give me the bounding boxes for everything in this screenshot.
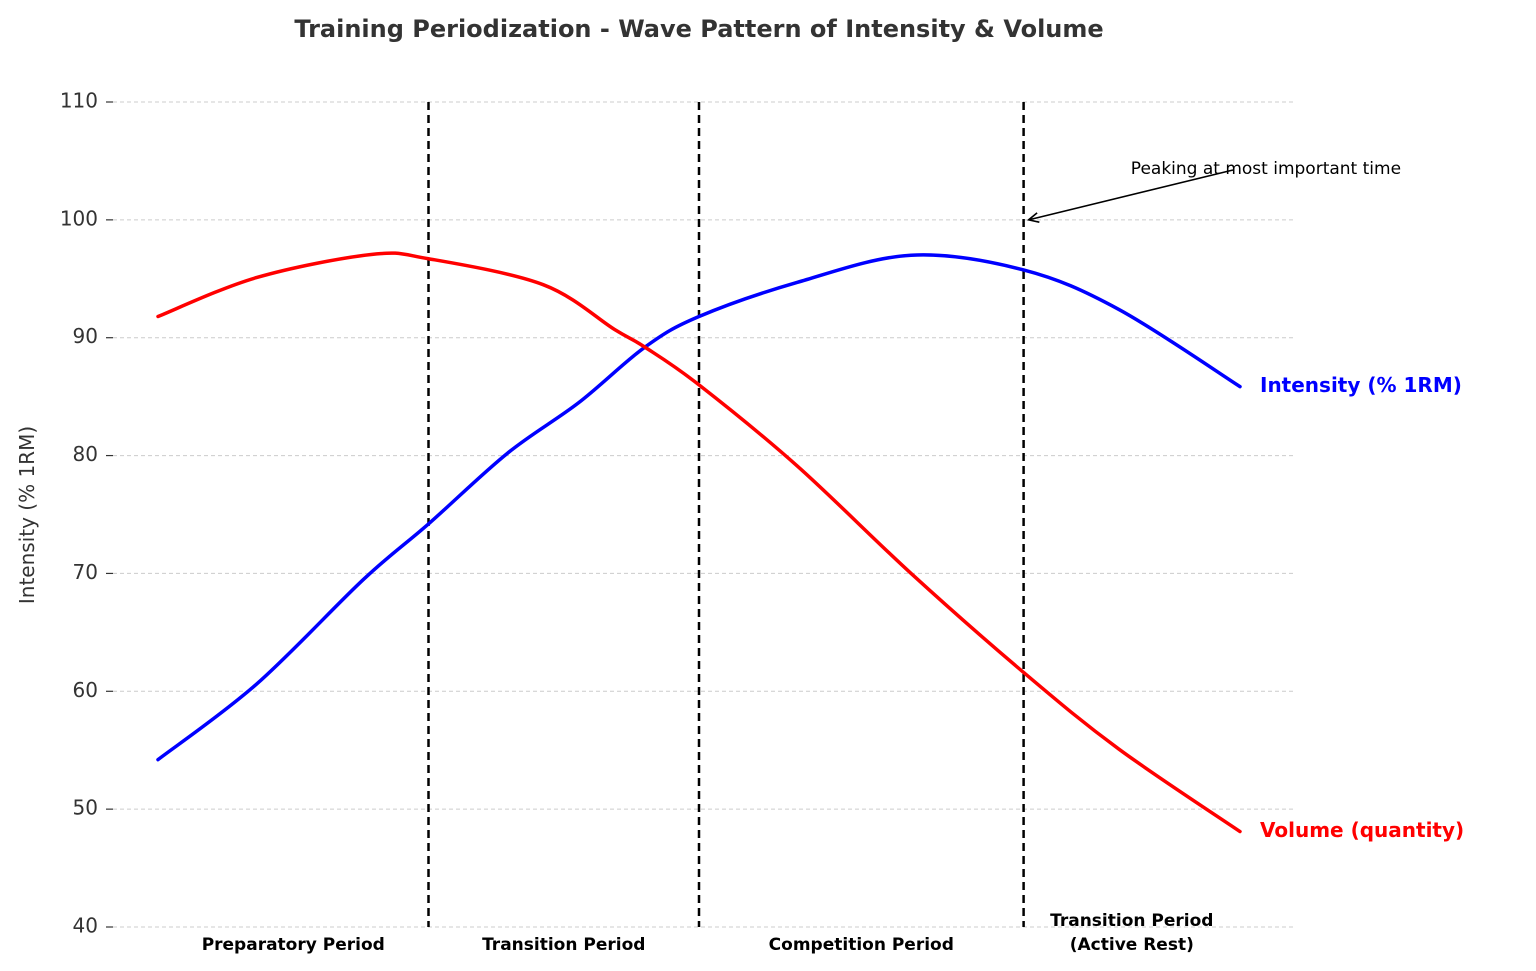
annotation-arrow	[1028, 169, 1234, 221]
y-tick-label: 110	[60, 89, 98, 113]
chart-title: Training Periodization - Wave Pattern of…	[294, 15, 1103, 43]
y-tick-label: 40	[73, 914, 98, 938]
annotation: Peaking at most important time	[1026, 159, 1401, 223]
annotation-arrowhead	[1026, 212, 1040, 223]
y-tick-label: 60	[73, 678, 98, 702]
period-labels: Preparatory Period Transition Period Compe…	[202, 911, 1214, 955]
series-line-1	[156, 251, 1242, 834]
series-lines	[156, 251, 1242, 834]
series-label: Volume (quantity)	[1260, 818, 1464, 842]
period-label: Preparatory Period	[202, 935, 385, 955]
series-labels: Intensity (% 1RM) Volume (quantity)	[1260, 373, 1464, 842]
y-tick-label: 90	[73, 324, 98, 348]
period-label-line2: (Active Rest)	[1070, 935, 1194, 955]
gridlines	[113, 101, 1293, 928]
period-label: Transition Period	[1050, 911, 1213, 931]
y-tick-label: 100	[60, 206, 98, 230]
y-axis: 40 50 60 70 80 90 100 110	[60, 89, 113, 938]
y-axis-label: Intensity (% 1RM)	[15, 426, 39, 604]
y-tick-label: 70	[73, 560, 98, 584]
y-tick-label: 50	[73, 796, 98, 820]
y-tick-label: 80	[73, 442, 98, 466]
annotation-text: Peaking at most important time	[1131, 159, 1401, 179]
period-label: Competition Period	[769, 935, 954, 955]
series-label: Intensity (% 1RM)	[1260, 373, 1462, 397]
phase-boundaries	[427, 102, 1025, 927]
period-label: Transition Period	[482, 935, 645, 955]
